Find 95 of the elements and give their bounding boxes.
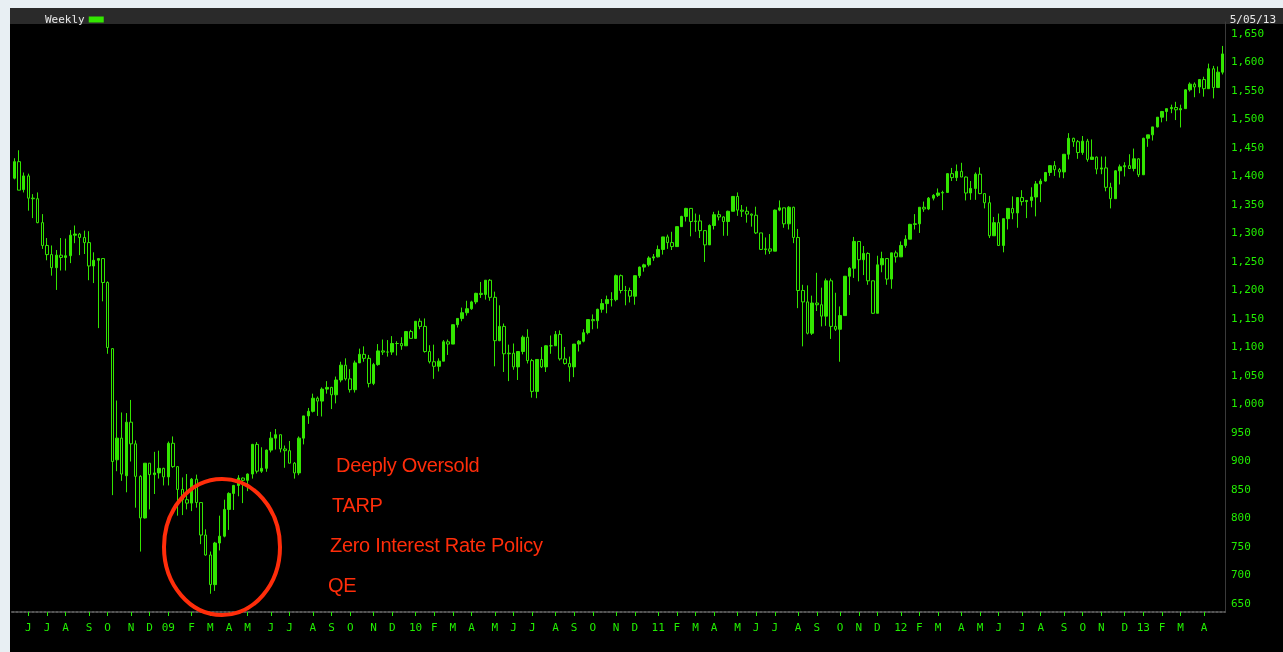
x-tick-label: N	[370, 621, 377, 634]
x-tick-label: A	[1037, 621, 1045, 634]
y-tick-label: 1,200	[1231, 283, 1265, 297]
x-tick-label: J	[43, 621, 51, 634]
candlestick	[17, 149, 21, 191]
x-tick-label: O	[1079, 621, 1087, 634]
x-tick-label: N	[612, 621, 620, 634]
x-tick-label: M	[734, 621, 742, 634]
y-tick-label: 850	[1231, 482, 1251, 496]
candlestick	[1034, 180, 1038, 217]
x-tick-label: M	[934, 621, 942, 634]
x-tick-label: N	[127, 621, 135, 634]
x-tick-label: F	[1158, 621, 1166, 634]
x-tick-label: A	[225, 621, 233, 634]
x-tick-label: M	[449, 621, 457, 634]
y-tick-label: 1,300	[1231, 226, 1265, 240]
x-tick-label: A	[958, 621, 966, 634]
x-tick-label: F	[916, 621, 923, 634]
x-tick-label: 09	[161, 621, 175, 634]
x-tick-label: J	[771, 621, 779, 634]
y-tick-label: 950	[1231, 425, 1251, 439]
y-tick-label: 1,550	[1231, 83, 1265, 97]
y-tick-label: 750	[1231, 539, 1251, 553]
x-tick-label: J	[1018, 621, 1026, 634]
x-tick-label: 10	[408, 621, 423, 634]
x-tick-label: O	[836, 621, 844, 634]
y-tick-label: 1,650	[1231, 26, 1265, 40]
x-tick-label: M	[1177, 621, 1185, 634]
x-tick-label: D	[631, 621, 639, 634]
x-tick-label: J	[510, 621, 517, 634]
y-tick-label: 1,600	[1231, 55, 1265, 69]
x-tick-label: J	[995, 621, 1003, 634]
x-tick-label: A	[1200, 621, 1208, 634]
text: 5/05/13	[1229, 13, 1276, 26]
annotation: QE	[328, 574, 357, 597]
x-tick-label: A	[710, 621, 718, 634]
x-tick-label: A	[309, 621, 317, 634]
x-tick-label: J	[267, 621, 275, 634]
x-tick-label: D	[146, 621, 153, 634]
x-tick-label: M	[976, 621, 984, 634]
x-tick-label: O	[589, 621, 597, 634]
candlestick	[395, 340, 399, 356]
y-tick-label: 700	[1231, 568, 1251, 582]
y-tick-label: 1,450	[1231, 140, 1265, 154]
x-tick-label: 13	[1136, 621, 1150, 634]
x-tick-label: M	[206, 621, 214, 634]
x-tick-label: M	[491, 621, 499, 634]
x-tick-label: J	[286, 621, 293, 634]
x-tick-label: A	[468, 621, 476, 634]
x-tick-label: A	[62, 621, 70, 634]
candlestick	[87, 230, 91, 281]
x-tick-label: M	[692, 621, 700, 634]
x-tick-label: D	[388, 621, 396, 634]
legend-label: Weekly	[44, 13, 86, 26]
annotation: Zero Interest Rate Policy	[330, 534, 543, 557]
x-tick-label: J	[25, 621, 32, 634]
candlestick	[390, 335, 394, 356]
x-tick-label: S	[813, 621, 821, 634]
x-tick-label: S	[328, 621, 335, 634]
y-tick-label: 650	[1231, 596, 1251, 610]
x-tick-label: J	[752, 621, 760, 634]
y-tick-label: 800	[1231, 511, 1251, 525]
x-tick-label: N	[855, 621, 863, 634]
y-tick-label: 900	[1231, 454, 1251, 468]
x-tick-label: N	[1098, 621, 1105, 634]
x-tick-label: F	[673, 621, 681, 634]
x-tick-label: 11	[651, 621, 665, 634]
y-tick-label: 1,400	[1231, 169, 1265, 183]
x-tick-label: J	[528, 621, 536, 634]
annotation: TARP	[332, 494, 383, 517]
x-tick-label: S	[1060, 621, 1068, 634]
x-tick-label: M	[244, 621, 252, 634]
x-tick-label: F	[430, 621, 438, 634]
x-tick-label: O	[346, 621, 354, 634]
y-tick-label: 1,050	[1231, 368, 1265, 382]
x-tick-label: F	[188, 621, 195, 634]
x-tick-label: D	[1121, 621, 1129, 634]
x-tick-label: A	[552, 621, 560, 634]
y-tick-label: 1,100	[1231, 340, 1265, 354]
annotation: Deeply Oversold	[336, 454, 480, 477]
candlestick	[1076, 139, 1080, 160]
candlestick	[241, 476, 245, 504]
x-tick-label: S	[570, 621, 578, 634]
x-tick-label: D	[874, 621, 881, 634]
candlestick	[549, 335, 553, 355]
x-tick-label: 12	[894, 621, 908, 634]
y-tick-label: 1,350	[1231, 197, 1265, 211]
x-tick-label: A	[794, 621, 802, 634]
y-tick-label: 1,250	[1231, 254, 1265, 268]
y-tick-label: 1,150	[1231, 311, 1265, 325]
y-tick-label: 1,000	[1231, 397, 1265, 411]
x-tick-label: O	[104, 621, 111, 634]
candlestick	[544, 344, 548, 373]
x-tick-label: S	[85, 621, 93, 634]
y-tick-label: 1,500	[1231, 112, 1265, 126]
